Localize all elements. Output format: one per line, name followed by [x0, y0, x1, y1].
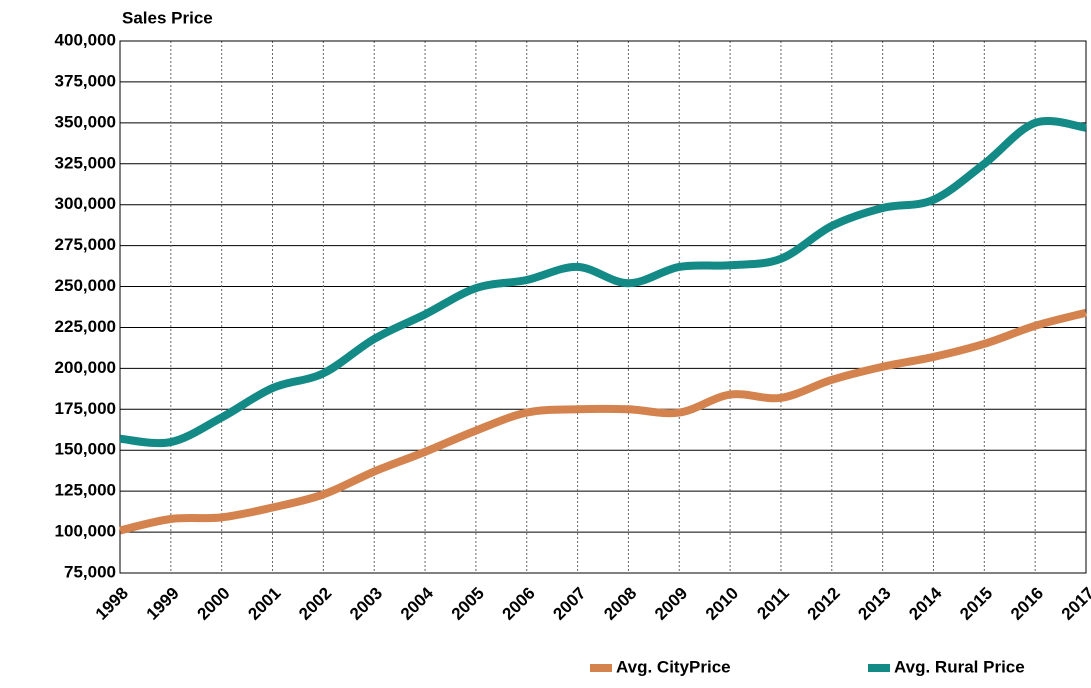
- x-tick-label: 2014: [905, 583, 946, 624]
- x-tick-label: 2017: [1058, 584, 1091, 624]
- x-tick-label: 2016: [1007, 584, 1047, 624]
- x-tick-label: 2000: [194, 584, 234, 624]
- x-tick-label: 2007: [549, 584, 589, 624]
- x-tick-label: 2005: [448, 584, 488, 624]
- y-tick-label: 125,000: [55, 481, 116, 500]
- x-tick-label: 2006: [499, 584, 539, 624]
- line-series: [119, 116, 1087, 448]
- x-tick-label: 2008: [600, 584, 640, 624]
- x-tick-label: 2013: [854, 584, 894, 624]
- y-tick-label: 175,000: [55, 399, 116, 418]
- y-tick-label: 400,000: [55, 30, 116, 49]
- y-tick-label: 250,000: [55, 276, 116, 295]
- y-tick-label: 200,000: [55, 358, 116, 377]
- y-axis-title: Sales Price: [122, 8, 213, 27]
- x-tick-label: 1999: [143, 584, 183, 624]
- plot-frame: [119, 40, 1087, 574]
- x-tick-label: 2001: [244, 584, 284, 624]
- y-tick-label: 350,000: [55, 112, 116, 131]
- y-tick-label: 225,000: [55, 317, 116, 336]
- legend-swatch: [868, 664, 890, 672]
- x-tick-label: 2004: [397, 583, 438, 624]
- x-tick-label: 2002: [295, 584, 335, 624]
- line-series: [119, 308, 1087, 535]
- legend-label: Avg. CityPrice: [616, 657, 731, 676]
- x-tick-label: 1998: [92, 584, 132, 624]
- legend-label: Avg. Rural Price: [894, 657, 1025, 676]
- y-tick-label: 150,000: [55, 440, 116, 459]
- y-tick-label: 100,000: [55, 522, 116, 541]
- x-tick-label: 2015: [956, 584, 996, 624]
- x-tick-label: 2009: [651, 584, 691, 624]
- x-tick-label: 2011: [753, 584, 793, 624]
- x-tick-label: 2012: [804, 584, 844, 624]
- x-tick-label: 2010: [702, 584, 742, 624]
- y-tick-label: 275,000: [55, 235, 116, 254]
- y-tick-label: 325,000: [55, 153, 116, 172]
- y-tick-label: 375,000: [55, 71, 116, 90]
- legend-swatch: [590, 664, 612, 672]
- x-tick-label: 2003: [346, 584, 386, 624]
- y-tick-label: 75,000: [64, 562, 116, 581]
- y-tick-label: 300,000: [55, 194, 116, 213]
